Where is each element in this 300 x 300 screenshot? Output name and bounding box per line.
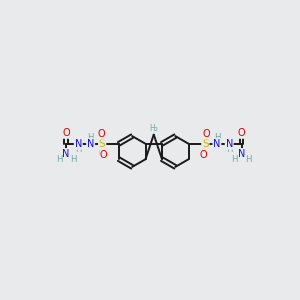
Text: N: N bbox=[238, 149, 245, 159]
Text: H: H bbox=[75, 146, 82, 154]
Text: N: N bbox=[213, 139, 220, 149]
Text: O: O bbox=[62, 128, 70, 138]
Text: N: N bbox=[87, 139, 94, 149]
Text: N: N bbox=[75, 139, 82, 149]
Text: S: S bbox=[202, 139, 209, 149]
Text: O: O bbox=[98, 129, 105, 139]
Text: O: O bbox=[100, 150, 107, 160]
Text: H: H bbox=[231, 155, 238, 164]
Text: H₂: H₂ bbox=[149, 124, 158, 133]
Text: O: O bbox=[200, 150, 208, 160]
Text: H: H bbox=[226, 146, 232, 154]
Text: H: H bbox=[87, 133, 94, 142]
Text: S: S bbox=[99, 139, 106, 149]
Text: H: H bbox=[56, 155, 62, 164]
Text: N: N bbox=[62, 149, 70, 159]
Text: H: H bbox=[245, 155, 252, 164]
Text: N: N bbox=[226, 139, 233, 149]
Text: H: H bbox=[214, 133, 220, 142]
Text: O: O bbox=[238, 128, 245, 138]
Text: O: O bbox=[202, 129, 210, 139]
Text: H: H bbox=[70, 155, 76, 164]
